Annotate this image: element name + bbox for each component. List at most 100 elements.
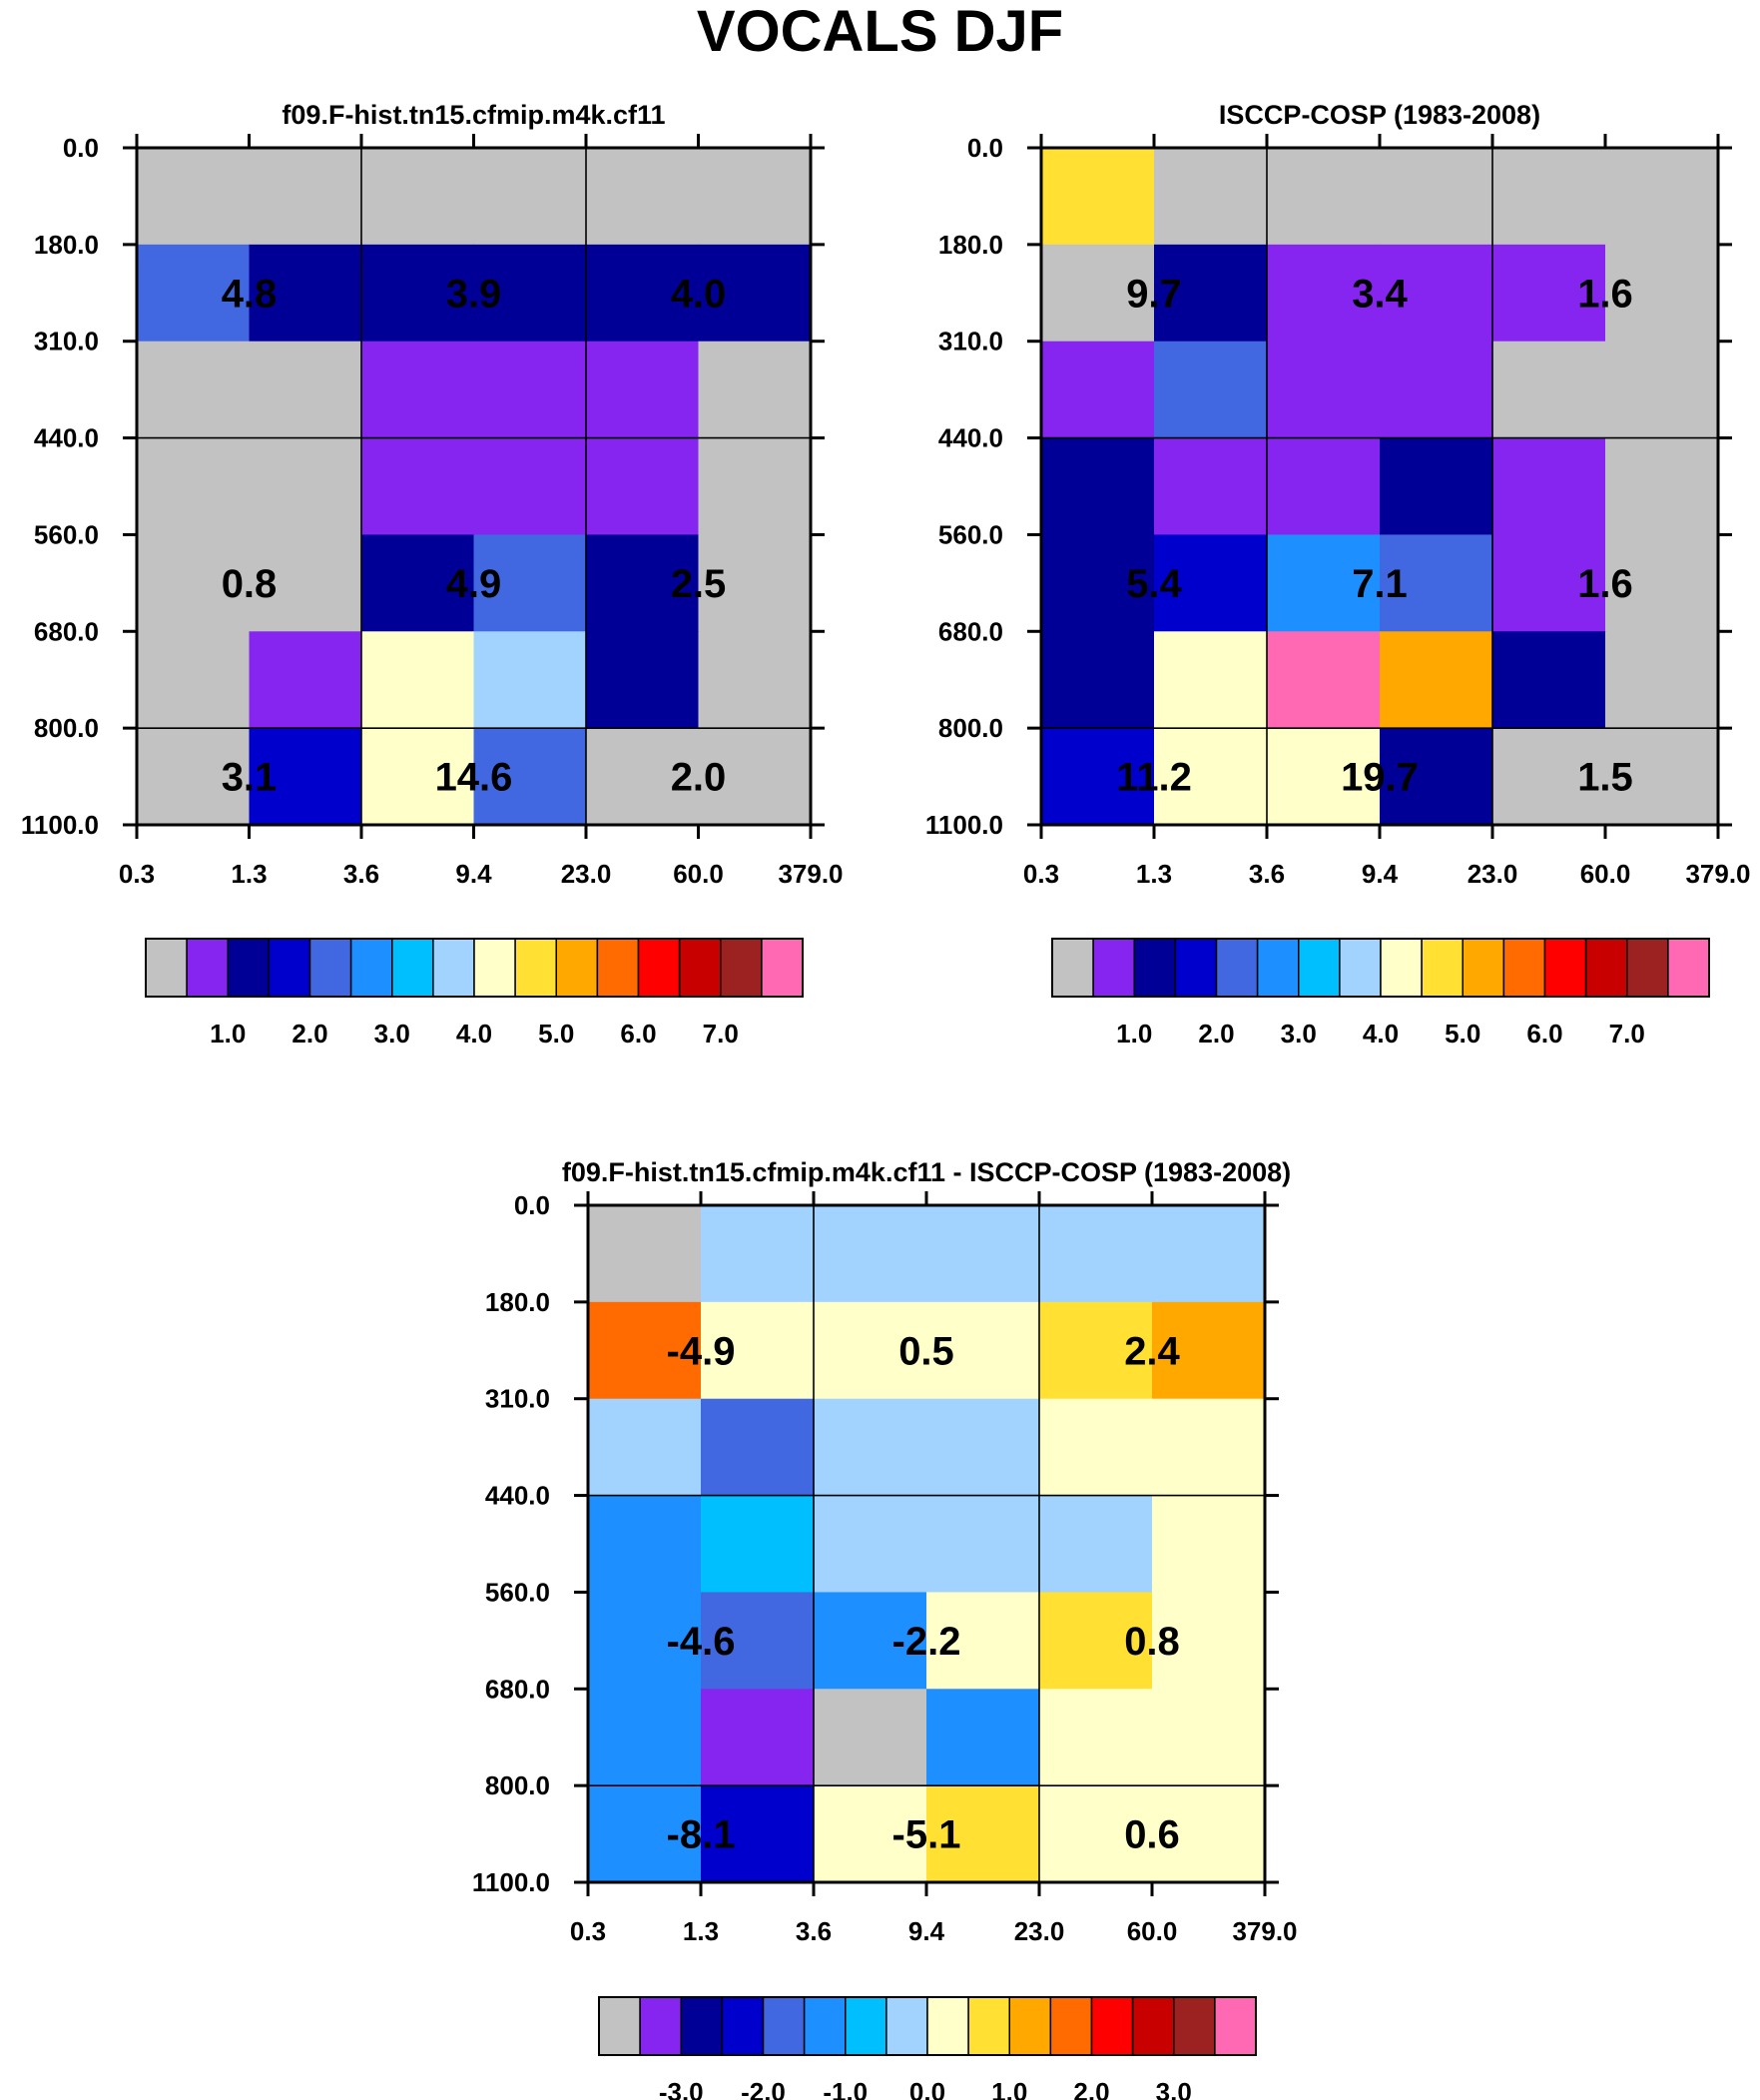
y-tick-label: 680.0	[938, 616, 1003, 646]
colorbar-swatch	[268, 938, 311, 998]
cell-value-label: 7.1	[1352, 562, 1408, 606]
heatmap-cell	[588, 1689, 702, 1786]
heatmap-cell	[1267, 534, 1381, 632]
heatmap-cell	[701, 1398, 815, 1497]
colorbar-swatch	[145, 938, 188, 998]
cell-value-label: 1.5	[1577, 756, 1633, 800]
heatmap-cell	[586, 244, 700, 343]
heatmap-cell	[1492, 437, 1606, 536]
colorbar-swatch	[596, 938, 640, 998]
colorbar-tick-label: 1.0	[991, 2077, 1027, 2100]
heatmap-cell	[701, 1205, 815, 1303]
heatmap-cell	[361, 148, 475, 246]
panel-title: ISCCP-COSP (1983-2008)	[1219, 100, 1540, 130]
cell-value-label: 19.7	[1341, 756, 1419, 800]
heatmap-cell	[1041, 437, 1155, 536]
colorbar-tick-label: 3.0	[1281, 1019, 1317, 1049]
colorbar-swatch	[1462, 938, 1505, 998]
colorbar-tick-label: -3.0	[659, 2077, 704, 2100]
y-tick-label: 800.0	[938, 713, 1003, 743]
colorbar-swatch	[1049, 1996, 1093, 2056]
colorbar-swatch	[1339, 938, 1382, 998]
heatmap-cell	[814, 1205, 927, 1303]
x-tick-label: 379.0	[1232, 1916, 1297, 1946]
cell-value-label: 0.8	[222, 562, 278, 606]
heatmap-cell	[249, 631, 362, 729]
x-tick-label: 0.3	[570, 1916, 606, 1946]
y-tick-label: 680.0	[34, 616, 99, 646]
colorbar-swatch	[349, 938, 393, 998]
x-tick-label: 23.0	[1467, 859, 1518, 889]
heatmap-cell	[473, 534, 587, 632]
heatmap-cell	[1380, 148, 1493, 246]
colorbar-swatch	[926, 1996, 969, 2056]
y-tick-label: 0.0	[967, 133, 1003, 163]
heatmap-cell	[1605, 244, 1719, 343]
colorbar-tick-label: 6.0	[1526, 1019, 1562, 1049]
heatmap-cell	[926, 1689, 1040, 1786]
heatmap-cell	[586, 534, 700, 632]
colorbar-swatch	[1174, 938, 1218, 998]
heatmap-cell	[588, 1592, 702, 1690]
colorbar-swatch	[1256, 938, 1300, 998]
colorbar-tick-label: 2.0	[1073, 2077, 1109, 2100]
heatmap-cell	[926, 1398, 1040, 1497]
heatmap-cell	[1041, 534, 1155, 632]
colorbar-swatch	[186, 938, 229, 998]
colorbar-swatch	[845, 1996, 887, 2056]
heatmap-cell	[1267, 728, 1381, 826]
colorbar-frame	[1051, 938, 1710, 998]
colorbar-swatch	[1502, 938, 1546, 998]
heatmap-cell	[698, 728, 812, 826]
y-tick-label: 560.0	[938, 519, 1003, 549]
cell-value-label: 2.0	[671, 756, 727, 800]
heatmap-cell	[1039, 1398, 1153, 1497]
x-tick-label: 3.6	[343, 859, 379, 889]
heatmap-cell	[1605, 148, 1719, 246]
colorbar-swatch	[308, 938, 352, 998]
y-tick-label: 440.0	[34, 423, 99, 453]
panel-title: f09.F-hist.tn15.cfmip.m4k.cf11	[282, 100, 665, 130]
heatmap-cell	[137, 244, 251, 343]
x-tick-label: 9.4	[908, 1916, 945, 1946]
colorbar-swatch	[1584, 938, 1628, 998]
colorbar-tick-label: 6.0	[620, 1019, 656, 1049]
y-tick-label: 180.0	[485, 1287, 550, 1317]
heatmap-cell	[586, 341, 700, 439]
heatmap-cell	[473, 244, 587, 343]
heatmap-cell	[361, 631, 475, 729]
heatmap-cell	[473, 148, 587, 246]
heatmap-cell	[588, 1301, 702, 1400]
cell-value-label: 0.8	[1124, 1620, 1180, 1664]
heatmap-cell	[1154, 244, 1268, 343]
colorbar-swatch	[1008, 1996, 1052, 2056]
heatmap-cell	[1041, 631, 1155, 729]
heatmap-cell	[249, 244, 362, 343]
cell-value-label: -5.1	[892, 1813, 961, 1857]
heatmap-cell	[926, 1301, 1040, 1400]
heatmap-cell	[926, 1495, 1040, 1594]
cell-value-label: 2.4	[1124, 1329, 1180, 1373]
figure-title: VOCALS DJF	[696, 0, 1064, 64]
colorbar-swatch	[639, 1996, 682, 2056]
heatmap-cell	[473, 437, 587, 536]
heatmap-cell	[586, 437, 700, 536]
heatmap-cell	[1492, 728, 1606, 826]
y-tick-label: 310.0	[938, 327, 1003, 356]
heatmap-cell	[1605, 631, 1719, 729]
colorbar-tick-label: 7.0	[703, 1019, 739, 1049]
x-tick-label: 60.0	[673, 859, 724, 889]
heatmap-cell	[1605, 534, 1719, 632]
heatmap-cell	[361, 437, 475, 536]
heatmap-cell	[137, 534, 251, 632]
heatmap-cell	[1605, 728, 1719, 826]
heatmap-cell	[1039, 1495, 1153, 1594]
heatmap-cell	[361, 728, 475, 826]
heatmap-cell	[588, 1495, 702, 1594]
heatmap-cell	[701, 1495, 815, 1594]
y-tick-label: 0.0	[514, 1190, 550, 1220]
x-tick-label: 60.0	[1580, 859, 1631, 889]
heatmap-cell	[1152, 1592, 1266, 1690]
y-tick-label: 800.0	[485, 1770, 550, 1800]
heatmap-cell	[698, 148, 812, 246]
